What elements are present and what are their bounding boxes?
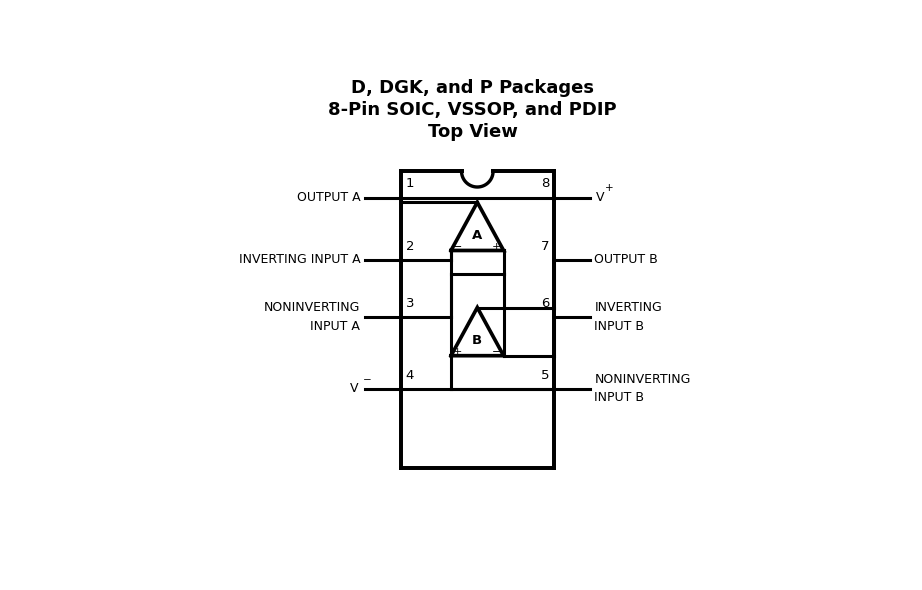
Text: INPUT A: INPUT A (311, 320, 361, 333)
Text: −: − (362, 375, 372, 385)
Text: 8: 8 (540, 178, 549, 191)
Text: A: A (472, 230, 482, 242)
Text: 8-Pin SOIC, VSSOP, and PDIP: 8-Pin SOIC, VSSOP, and PDIP (328, 101, 617, 119)
Text: B: B (472, 335, 482, 348)
Text: +: + (605, 183, 614, 194)
Text: OUTPUT B: OUTPUT B (595, 253, 658, 266)
Text: −: − (453, 242, 463, 252)
Text: Top View: Top View (428, 123, 517, 141)
Text: 2: 2 (406, 240, 414, 253)
Text: −: − (492, 347, 502, 357)
Text: V: V (350, 382, 359, 395)
Text: INPUT B: INPUT B (595, 320, 644, 333)
Text: INVERTING INPUT A: INVERTING INPUT A (239, 253, 361, 266)
Text: 6: 6 (540, 297, 549, 310)
Text: INVERTING: INVERTING (595, 301, 662, 314)
Text: NONINVERTING: NONINVERTING (595, 373, 691, 386)
Text: D, DGK, and P Packages: D, DGK, and P Packages (351, 78, 594, 97)
Text: 5: 5 (540, 369, 549, 382)
Text: +: + (492, 242, 502, 252)
Text: 7: 7 (540, 240, 549, 253)
Text: 4: 4 (406, 369, 414, 382)
Text: NONINVERTING: NONINVERTING (264, 301, 361, 314)
Text: +: + (453, 347, 463, 357)
Text: 1: 1 (406, 178, 414, 191)
Text: 3: 3 (406, 297, 414, 310)
Text: OUTPUT A: OUTPUT A (297, 191, 361, 204)
Text: V: V (596, 191, 604, 204)
Text: INPUT B: INPUT B (595, 391, 644, 404)
